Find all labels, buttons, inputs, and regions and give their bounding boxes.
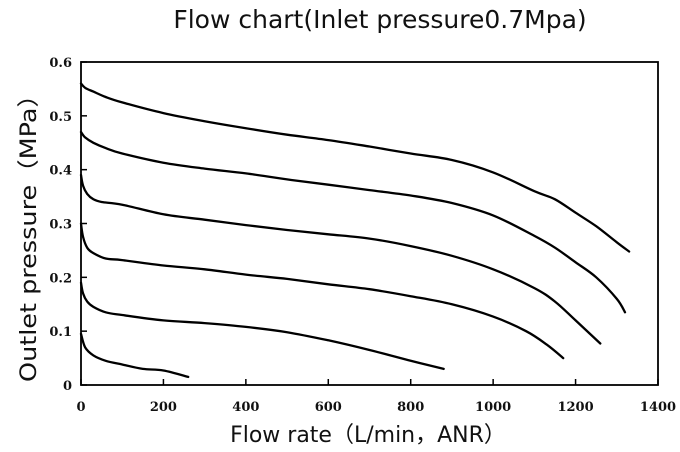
y-tick-label: 0.4 xyxy=(49,164,72,179)
flow-curve-6 xyxy=(79,82,631,253)
flow-curve-2 xyxy=(79,281,445,371)
x-tick-label: 0 xyxy=(76,400,85,415)
y-tick-label: 0.6 xyxy=(49,56,72,71)
y-tick-label: 0 xyxy=(63,379,72,394)
x-tick-label: 1400 xyxy=(640,400,676,415)
x-tick-label: 800 xyxy=(397,400,424,415)
x-tick-label: 1200 xyxy=(557,400,593,415)
y-tick-label: 0.3 xyxy=(49,218,72,233)
plot-frame xyxy=(80,61,659,386)
x-tick-label: 600 xyxy=(315,400,342,415)
y-tick-label: 0.5 xyxy=(49,110,72,125)
x-axis-label: Flow rate（L/min，ANR） xyxy=(230,423,506,448)
flow-curve-5 xyxy=(79,130,627,314)
x-tick-label: 200 xyxy=(150,400,177,415)
x-axis: 0 200 400 600 800 1000 1200 1400 xyxy=(76,379,676,415)
y-tick-label: 0.1 xyxy=(49,325,72,340)
y-axis: 0 0.1 0.2 0.3 0.4 0.5 0.6 xyxy=(49,56,87,394)
chart-title: Flow chart(Inlet pressure0.7Mpa) xyxy=(173,5,586,34)
flow-curve-4 xyxy=(79,173,602,345)
flow-curve-3 xyxy=(79,222,565,360)
y-axis-label: Outlet pressure（MPa） xyxy=(17,82,42,382)
flow-curve-1 xyxy=(79,332,190,379)
curves-group xyxy=(79,82,631,379)
y-tick-label: 0.2 xyxy=(49,271,72,286)
x-tick-label: 400 xyxy=(232,400,259,415)
x-tick-label: 1000 xyxy=(475,400,511,415)
